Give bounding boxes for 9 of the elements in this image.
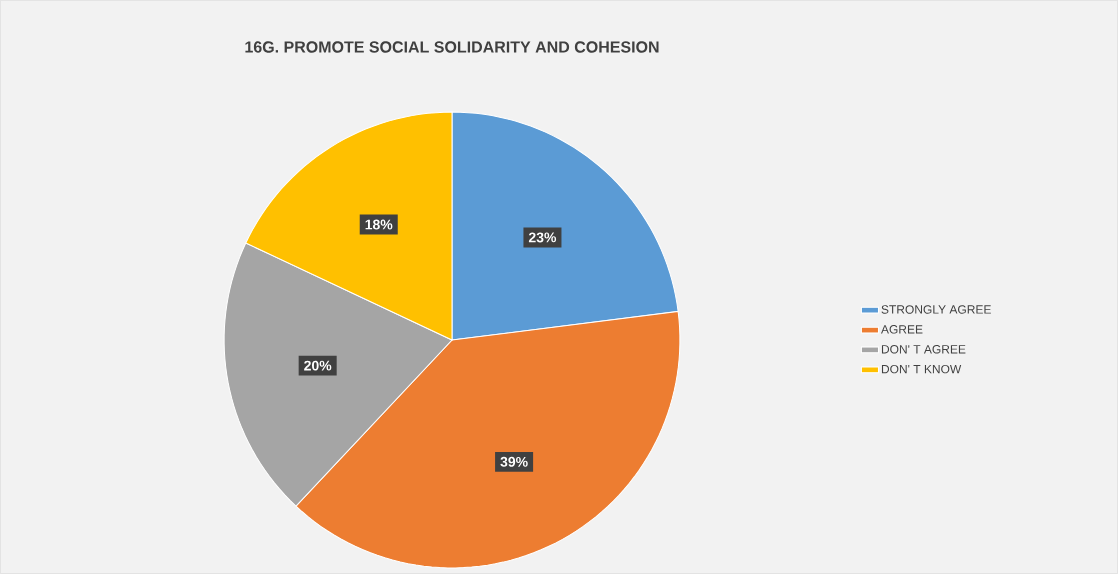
- legend-label: DON' T KNOW: [881, 364, 962, 374]
- legend-label: STRONGLY AGREE: [881, 305, 991, 314]
- legend-label: DON' T AGREE: [881, 345, 966, 354]
- data-label: 23%: [528, 232, 557, 243]
- data-label: 39%: [500, 456, 528, 467]
- chart-title: 16G. PROMOTE SOCIAL SOLIDARITY AND COHESION: [245, 41, 659, 53]
- legend-label: AGREE: [880, 325, 923, 334]
- data-label: 18%: [365, 219, 393, 230]
- data-label: 20%: [304, 360, 332, 371]
